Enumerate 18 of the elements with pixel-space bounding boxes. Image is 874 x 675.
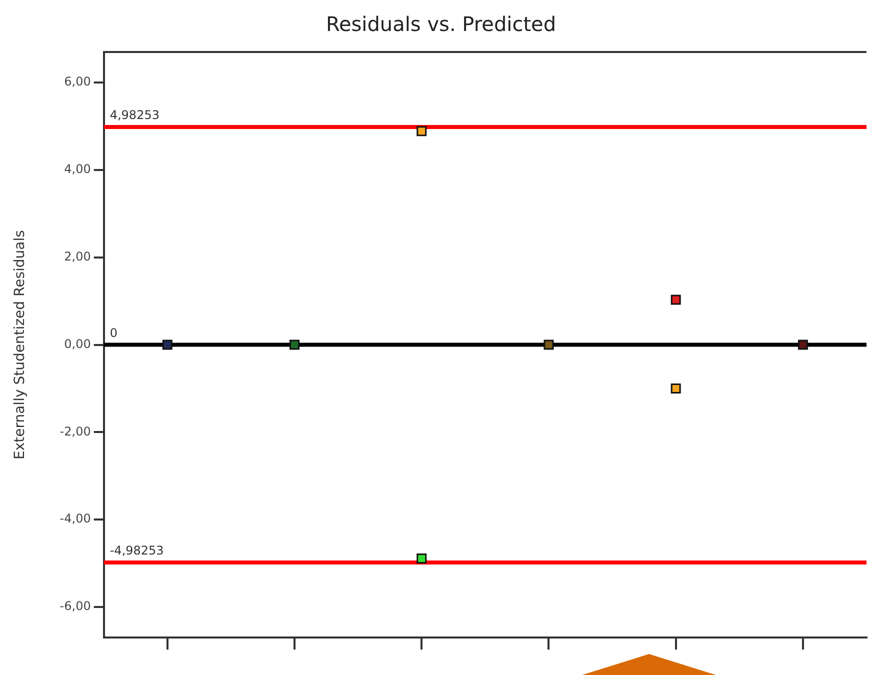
y-tick-label: -6,00: [60, 599, 91, 614]
y-tick-label: 4,00: [64, 162, 91, 176]
point: [162, 340, 172, 350]
chart-title: Residuals vs. Predicted: [326, 12, 556, 36]
ref-line-label: 0: [110, 326, 118, 340]
point: [544, 340, 554, 350]
point: [290, 340, 300, 350]
y-tick-label: 0,00: [64, 336, 91, 351]
point: [670, 294, 681, 305]
y-tick-label: -4,00: [60, 512, 91, 526]
y-tick-label: -2,00: [60, 424, 91, 438]
point: [416, 554, 427, 564]
point: [798, 340, 808, 350]
ref-line-label: 4,98253: [110, 108, 160, 122]
y-tick-label: 2,00: [64, 250, 91, 264]
y-axis-title: Externally Studentized Residuals: [12, 230, 28, 460]
ref-line-label: -4,98253: [110, 544, 164, 558]
y-tick-label: 6,00: [64, 74, 91, 89]
